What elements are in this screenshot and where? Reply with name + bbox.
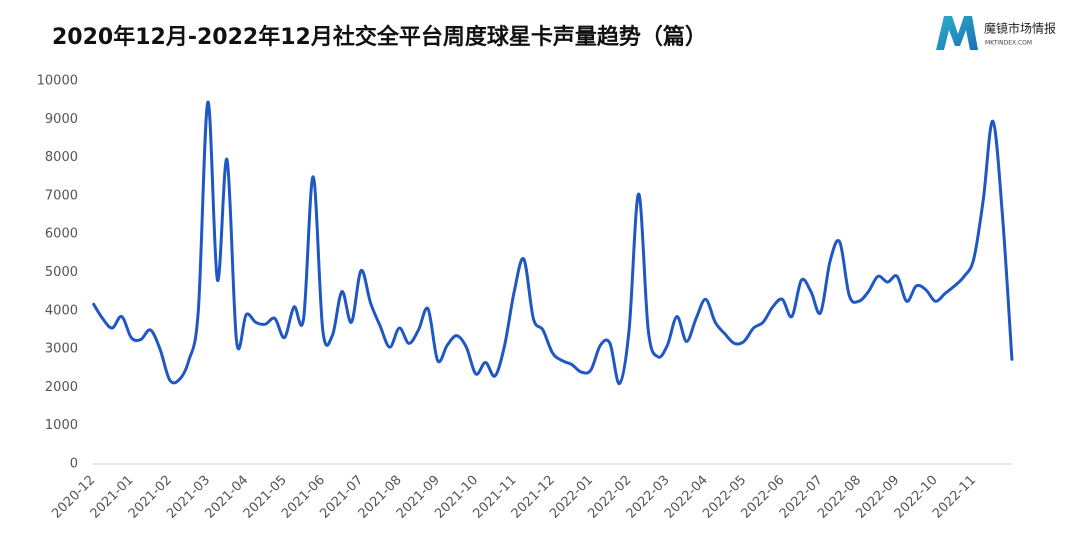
- logo-name: 魔镜市场情报: [984, 21, 1056, 36]
- logo-url: MKTINDEX.COM: [985, 40, 1032, 47]
- y-tick-label: 8000: [45, 150, 78, 165]
- y-tick-label: 5000: [45, 265, 78, 280]
- y-tick-label: 1000: [45, 418, 78, 433]
- y-tick-label: 6000: [45, 227, 78, 242]
- y-tick-label: 10000: [37, 74, 78, 89]
- y-tick-label: 3000: [45, 342, 78, 357]
- y-tick-label: 7000: [45, 188, 78, 203]
- y-tick-label: 4000: [45, 303, 78, 318]
- logo-icon: [936, 16, 978, 50]
- y-tick-label: 0: [70, 457, 78, 472]
- line: [91, 100, 1014, 386]
- y-tick-label: 9000: [45, 112, 78, 127]
- chart-title: 2020年12月-2022年12月社交全平台周度球星卡声量趋势（篇）: [52, 24, 707, 50]
- y-tick-label: 2000: [45, 380, 78, 395]
